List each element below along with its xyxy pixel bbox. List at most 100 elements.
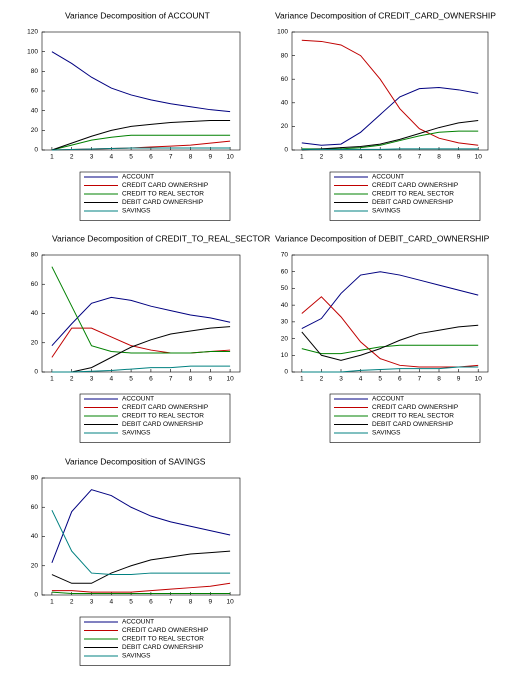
legend-label: ACCOUNT xyxy=(372,174,404,181)
legend-box xyxy=(79,171,231,221)
y-tick-label: 60 xyxy=(31,88,39,95)
y-tick-label: 20 xyxy=(281,123,289,130)
series-line xyxy=(51,147,231,151)
chart-title: Variance Decomposition of ACCOUNT xyxy=(65,10,210,20)
legend-label: CREDIT CARD OWNERSHIP xyxy=(122,182,208,189)
x-tick-label: 8 xyxy=(189,599,193,606)
y-tick-label: 60 xyxy=(281,76,289,83)
x-tick-label: 2 xyxy=(70,599,74,606)
x-tick-label: 4 xyxy=(109,154,113,161)
y-tick-label: 100 xyxy=(27,48,38,55)
legend-label: SAVINGS xyxy=(122,653,151,660)
legend-label: SAVINGS xyxy=(372,430,401,437)
series-line xyxy=(51,509,231,576)
legend-label: CREDIT TO REAL SECTOR xyxy=(372,413,454,420)
legend-label: DEBIT CARD OWNERSHIP xyxy=(122,199,203,206)
series-line xyxy=(51,591,231,595)
legend-label: DEBIT CARD OWNERSHIP xyxy=(122,644,203,651)
y-tick-label: 0 xyxy=(34,592,38,599)
x-tick-label: 1 xyxy=(300,376,304,383)
y-tick-label: 80 xyxy=(31,68,39,75)
series-line xyxy=(301,344,479,355)
legend-label: CREDIT CARD OWNERSHIP xyxy=(372,182,458,189)
legend-box xyxy=(329,171,481,221)
x-tick-label: 7 xyxy=(169,376,173,383)
y-tick-label: 80 xyxy=(31,252,39,259)
x-tick-label: 10 xyxy=(226,154,234,161)
legend-label: SAVINGS xyxy=(122,208,151,215)
x-tick-label: 2 xyxy=(320,154,324,161)
legend-label: DEBIT CARD OWNERSHIP xyxy=(372,421,453,428)
legend-label: ACCOUNT xyxy=(122,174,154,181)
x-tick-label: 3 xyxy=(90,154,94,161)
series-line xyxy=(51,550,231,584)
x-tick-label: 2 xyxy=(70,154,74,161)
series-line xyxy=(51,365,231,373)
series-line xyxy=(301,324,479,361)
x-tick-label: 5 xyxy=(129,599,133,606)
series-line xyxy=(301,366,479,373)
legend-box xyxy=(79,393,231,443)
chart-title: Variance Decomposition of DEBIT_CARD_OWN… xyxy=(275,233,490,243)
y-tick-label: 40 xyxy=(31,107,39,114)
x-tick-label: 10 xyxy=(475,154,483,161)
legend-label: CREDIT CARD OWNERSHIP xyxy=(122,627,208,634)
x-tick-label: 9 xyxy=(208,376,212,383)
x-tick-label: 1 xyxy=(50,599,54,606)
y-tick-label: 120 xyxy=(27,29,38,36)
x-tick-label: 8 xyxy=(437,376,441,383)
series-line xyxy=(301,296,479,368)
x-tick-label: 9 xyxy=(208,599,212,606)
y-tick-label: 0 xyxy=(34,147,38,154)
legend-label: DEBIT CARD OWNERSHIP xyxy=(372,199,453,206)
series-line xyxy=(51,326,231,373)
legend-label: CREDIT TO REAL SECTOR xyxy=(122,191,204,198)
y-tick-label: 0 xyxy=(284,147,288,154)
y-tick-label: 60 xyxy=(31,504,39,511)
series-line xyxy=(301,86,479,146)
x-tick-label: 8 xyxy=(189,376,193,383)
legend-label: SAVINGS xyxy=(122,430,151,437)
legend-label: CREDIT CARD OWNERSHIP xyxy=(122,404,208,411)
legend-label: ACCOUNT xyxy=(122,619,154,626)
y-tick-label: 60 xyxy=(281,268,289,275)
x-tick-label: 1 xyxy=(50,376,54,383)
x-tick-label: 10 xyxy=(226,376,234,383)
x-tick-label: 8 xyxy=(437,154,441,161)
x-tick-label: 2 xyxy=(70,376,74,383)
series-line xyxy=(301,148,479,150)
x-tick-label: 5 xyxy=(378,376,382,383)
x-tick-label: 4 xyxy=(359,154,363,161)
plot-frame xyxy=(41,254,241,373)
x-tick-label: 1 xyxy=(300,154,304,161)
plot-frame xyxy=(41,31,241,151)
x-tick-label: 3 xyxy=(339,376,343,383)
series-line xyxy=(51,489,231,564)
y-tick-label: 30 xyxy=(281,319,289,326)
plot-frame xyxy=(291,254,489,373)
x-tick-label: 9 xyxy=(457,154,461,161)
x-tick-label: 7 xyxy=(169,154,173,161)
y-tick-label: 20 xyxy=(281,335,289,342)
x-tick-label: 8 xyxy=(189,154,193,161)
x-tick-label: 5 xyxy=(129,154,133,161)
x-tick-label: 10 xyxy=(475,376,483,383)
y-tick-label: 100 xyxy=(277,29,288,36)
y-tick-label: 70 xyxy=(281,252,289,259)
x-tick-label: 4 xyxy=(109,376,113,383)
y-tick-label: 40 xyxy=(281,302,289,309)
legend-box xyxy=(79,616,231,666)
x-tick-label: 5 xyxy=(129,376,133,383)
y-tick-label: 0 xyxy=(284,369,288,376)
legend-label: ACCOUNT xyxy=(372,396,404,403)
y-tick-label: 40 xyxy=(281,100,289,107)
x-tick-label: 7 xyxy=(169,599,173,606)
y-tick-label: 50 xyxy=(281,285,289,292)
y-tick-label: 40 xyxy=(31,533,39,540)
series-line xyxy=(51,582,231,593)
x-tick-label: 5 xyxy=(378,154,382,161)
legend-box xyxy=(329,393,481,443)
x-tick-label: 9 xyxy=(208,154,212,161)
legend-label: CREDIT TO REAL SECTOR xyxy=(372,191,454,198)
